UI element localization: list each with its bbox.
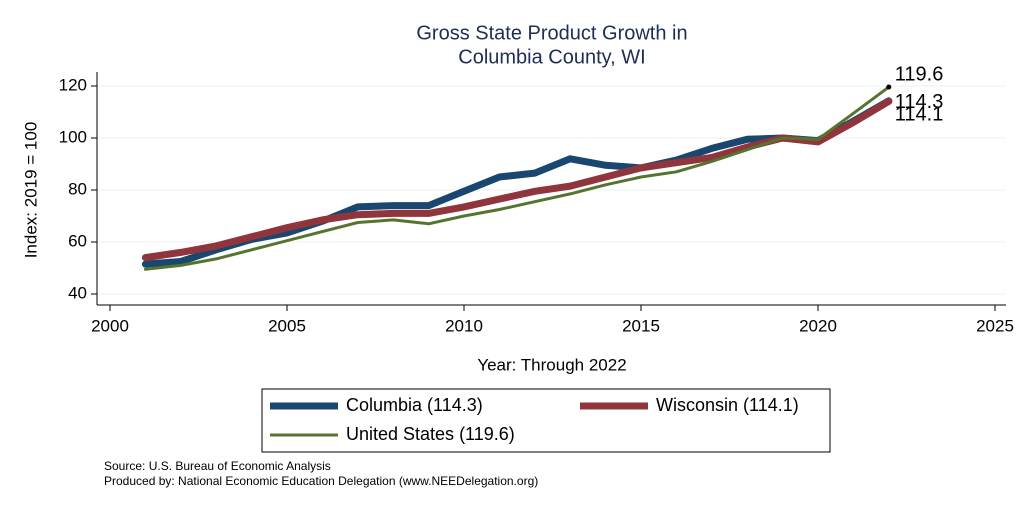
legend-label: Columbia (114.3)	[346, 395, 483, 415]
chart-title: Columbia County, WI	[458, 46, 645, 68]
chart-title: Gross State Product Growth in	[416, 22, 687, 44]
data-label: 114.1	[895, 104, 944, 126]
y-tick-label: 100	[59, 127, 87, 146]
y-axis-label: Index: 2019 = 100	[21, 122, 40, 259]
legend-label: United States (119.6)	[346, 424, 515, 444]
x-tick-label: 2005	[268, 316, 306, 335]
legend	[261, 388, 831, 453]
x-tick-label: 2025	[976, 316, 1014, 335]
y-tick-label: 40	[68, 283, 87, 302]
x-tick-label: 2010	[445, 316, 483, 335]
data-label: 114.3	[895, 91, 944, 113]
note: Source: U.S. Bureau of Economic Analysis	[104, 459, 331, 473]
y-tick-label: 60	[68, 231, 87, 250]
legend-label: Wisconsin (114.1)	[656, 395, 799, 415]
y-tick-label: 120	[59, 75, 87, 94]
x-axis-label: Year: Through 2022	[477, 355, 626, 374]
data-label: 119.6	[895, 63, 944, 85]
x-tick-label: 2020	[799, 316, 837, 335]
x-tick-label: 2000	[91, 316, 129, 335]
end-point	[886, 84, 892, 90]
series-line	[141, 97, 893, 268]
series-line	[143, 85, 891, 271]
y-tick-label: 80	[68, 179, 87, 198]
x-tick-label: 2015	[622, 316, 660, 335]
note: Produced by: National Economic Education…	[104, 474, 538, 488]
